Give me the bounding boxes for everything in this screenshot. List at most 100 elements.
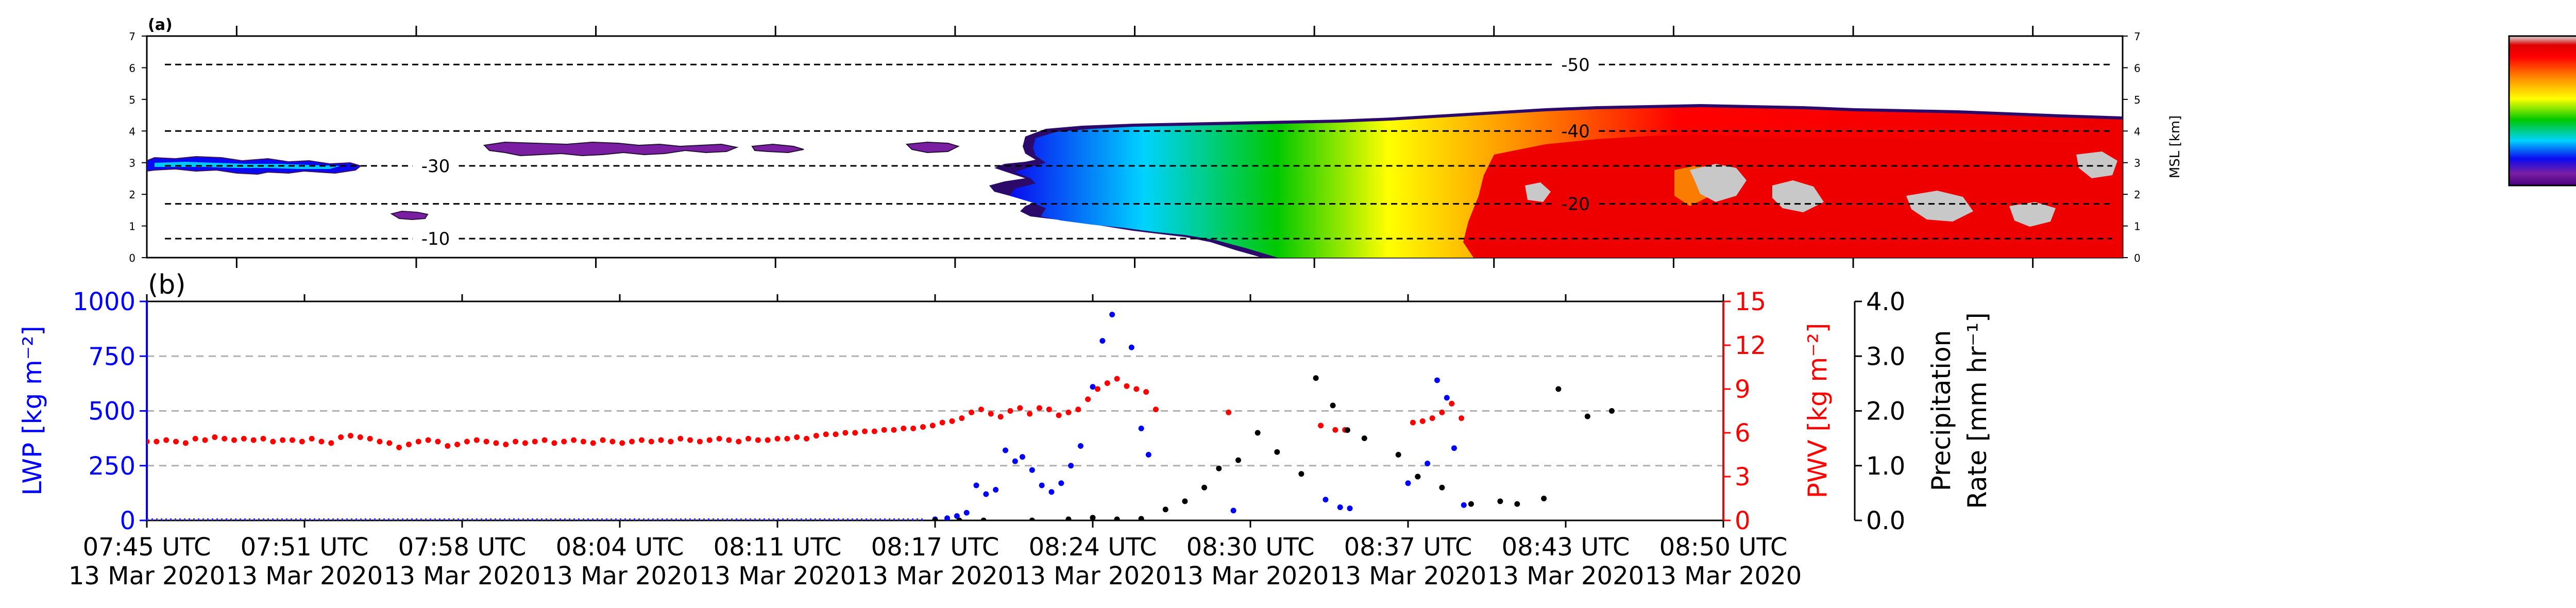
time-xtick-label: 07:45 UTC [83, 533, 211, 562]
reflectivity-ytick-label-right: 2 [2134, 189, 2141, 201]
pwv-point [358, 434, 363, 440]
pwv-point [891, 427, 896, 433]
precip-point [1541, 496, 1547, 501]
pwv-point [784, 436, 790, 442]
time-xtick-label: 08:24 UTC [1029, 533, 1157, 562]
lwp-tick-label: 1000 [73, 288, 135, 316]
panel-a-label: (a) [148, 16, 173, 34]
pwv-point [318, 439, 324, 445]
date-xtick-label: 13 Mar 2020 [1172, 562, 1329, 590]
temperature-contour-label: -40 [1561, 121, 1590, 142]
pwv-point [619, 440, 625, 446]
time-xtick-label: 07:58 UTC [398, 533, 527, 562]
pwv-point [561, 439, 567, 445]
lwp-point [1139, 426, 1144, 431]
precip-point [1201, 485, 1207, 491]
pwv-point [1065, 410, 1071, 415]
time-xtick-label: 08:43 UTC [1502, 533, 1630, 562]
reflectivity-colorbar: 20100-10-20-30 Reflectivity [dBZ] [2509, 30, 2576, 195]
pwv-point [183, 440, 189, 446]
pwv-point [1420, 418, 1426, 424]
precip-point [1182, 498, 1188, 504]
pwv-point [193, 436, 198, 442]
pwv-tick-label: 6 [1735, 419, 1751, 448]
precip-axis-label-line2: Rate [mm hr⁻¹] [1962, 312, 1992, 509]
lwp-point [1231, 508, 1236, 513]
precip-point [1029, 518, 1035, 523]
pwv-point [833, 431, 838, 437]
precip-point [1114, 516, 1120, 522]
echo-small-patch [392, 211, 428, 219]
pwv-point [270, 439, 276, 445]
precip-point [957, 518, 962, 523]
lwp-point [1337, 504, 1343, 510]
pwv-point [241, 436, 247, 442]
pwv-point [745, 436, 751, 442]
lwp-point [1090, 384, 1096, 390]
reflectivity-ytick-label-right: 6 [2134, 62, 2141, 74]
lwp-point [1323, 497, 1328, 502]
reflectivity-ytick-label-left: 2 [129, 189, 135, 201]
pwv-point [445, 443, 450, 449]
precip-point [1163, 506, 1168, 512]
timeseries-grid [147, 356, 1723, 466]
pwv-point [484, 439, 489, 445]
precip-point [1468, 501, 1474, 507]
pwv-point [872, 429, 877, 434]
lwp-point [964, 510, 970, 516]
pwv-point [406, 442, 412, 447]
pwv-point [1410, 420, 1416, 426]
pwv-point [367, 436, 373, 442]
pwv-point [1124, 383, 1129, 389]
pwv-point [581, 439, 586, 445]
precip-point [981, 518, 987, 523]
pwv-point [949, 418, 955, 424]
time-xtick-label: 07:51 UTC [241, 533, 369, 562]
pwv-point [542, 437, 548, 443]
date-xtick-label: 13 Mar 2020 [226, 562, 383, 590]
colorbar-bar [2509, 36, 2576, 185]
precip-tick-label: 1.0 [1866, 452, 1905, 481]
precip-point [1216, 466, 1222, 471]
time-xtick-label: 08:17 UTC [871, 533, 999, 562]
pwv-point [338, 434, 344, 440]
pwv-tick-label: 0 [1735, 506, 1751, 535]
echo-upper-streak-2 [752, 144, 804, 153]
reflectivity-ytick-label-right: 5 [2134, 94, 2141, 106]
pwv-point [144, 439, 150, 445]
lwp-point [1029, 467, 1035, 473]
pwv-point [513, 439, 518, 445]
lwp-point [983, 492, 989, 497]
pwv-point [454, 442, 460, 447]
pwv-point [231, 437, 237, 443]
precip-point [1330, 402, 1336, 408]
pwv-point [804, 436, 809, 442]
pwv-point [464, 439, 470, 445]
date-xtick-label: 13 Mar 2020 [69, 562, 225, 590]
pwv-point [959, 415, 964, 421]
lwp-point [1099, 338, 1105, 344]
pwv-point [1439, 410, 1445, 415]
pwv-point [930, 423, 936, 428]
pwv-point [299, 439, 305, 445]
timeseries-axes: 02505007501000036912150.01.02.03.04.007:… [69, 288, 1906, 590]
pwv-point [1318, 423, 1324, 428]
pwv-point [1430, 415, 1435, 421]
reflectivity-ytick-label-left: 3 [129, 157, 135, 170]
pwv-point [920, 424, 926, 430]
lwp-point [1078, 443, 1083, 449]
pwv-point [251, 437, 257, 443]
pwv-point [1459, 415, 1464, 421]
echo-upper-streak-3 [907, 142, 958, 153]
pwv-point [348, 433, 353, 438]
precip-point [1090, 515, 1096, 520]
pwv-point [163, 437, 169, 443]
date-xtick-label: 13 Mar 2020 [1014, 562, 1171, 590]
precip-point [1235, 458, 1241, 463]
pwv-point [998, 414, 1004, 419]
pwv-point [1226, 410, 1231, 415]
date-xtick-label: 13 Mar 2020 [857, 562, 1013, 590]
lwp-point [1068, 463, 1074, 468]
reflectivity-ytick-label-left: 7 [129, 30, 135, 43]
